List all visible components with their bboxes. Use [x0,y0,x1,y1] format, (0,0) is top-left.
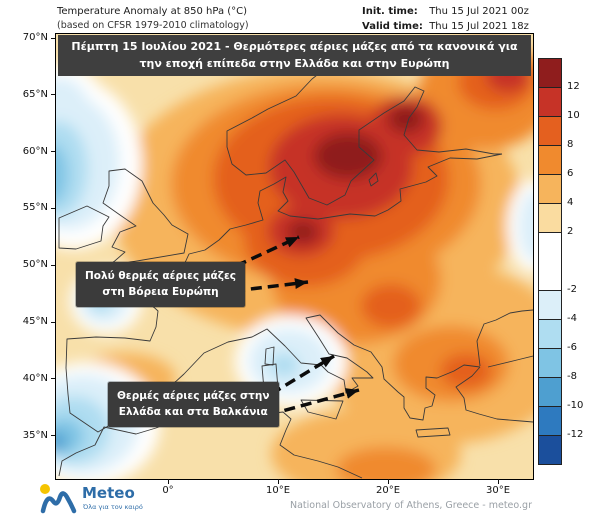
colorbar-segment [538,377,562,407]
lat-tick [51,94,56,96]
colorbar-label: 12 [567,81,580,92]
init-time-value: Thu 15 Jul 2021 00z [429,6,529,17]
product-header: Temperature Anomaly at 850 hPa (°C) (bas… [57,5,249,32]
headline-banner: Πέμπτη 15 Ιουλίου 2021 - Θερμότερες αέρι… [58,35,531,76]
colorbar-label: 10 [567,110,580,121]
meteo-brand-text: Meteo [82,484,135,502]
lat-label: 70°N [22,32,48,43]
lon-tick [277,479,279,484]
valid-time-label: Valid time: [362,20,423,32]
lon-label: 30°E [485,485,511,496]
colorbar-label: 6 [567,168,574,179]
lat-label: 50°N [22,259,48,271]
map-region: Πέμπτη 15 Ιουλίου 2021 - Θερμότερες αέρι… [55,33,534,480]
annotation-line: Θερμές αέριες μάζες στην [117,390,270,402]
lat-label: 40°N [22,372,48,384]
product-title: Temperature Anomaly at 850 hPa (°C) [57,6,248,17]
init-time-label: Init. time: [362,6,418,17]
lon-label: 20°E [375,485,401,496]
colorbar-segment [538,145,562,175]
colorbar-label: -6 [567,342,577,353]
lon-label: 10°E [265,485,291,496]
product-subtitle: (based on CFSR 1979-2010 climatology) [57,20,249,31]
lat-label: 65°N [22,88,48,100]
lat-tick [51,264,56,266]
annotation-line: Ελλάδα και στα Βαλκάνια [118,406,268,419]
colorbar-segment [538,435,562,465]
annotation-line: στη Βόρεια Ευρώπη [102,286,219,299]
colorbar-label: -4 [567,313,577,324]
lat-tick [51,151,56,153]
lon-tick [387,479,389,484]
valid-time-row: Valid time: Thu 15 Jul 2021 18z [362,20,529,35]
colorbar: 12 10 8 6 4 2 -2 -4 -6 -8 -10 -12 [538,58,596,478]
meteo-tagline: Όλα για τον καιρό [83,503,143,511]
arrow-balkans-2 [267,388,360,417]
lat-tick [51,37,56,39]
arrow-balkans-1 [270,354,335,396]
lon-tick [167,479,169,484]
colorbar-segment [538,232,562,291]
colorbar-segment [538,174,562,204]
colorbar-label: 8 [567,139,574,150]
colorbar-segment [538,116,562,146]
annotation-line: Πολύ θερμές αέριες μάζες [85,270,237,282]
colorbar-label: -8 [567,371,577,382]
flow-arrows [233,235,360,417]
lat-label: 55°N [22,202,48,214]
lon-tick [497,479,499,484]
arrow-north-europe-2 [233,278,309,293]
anomaly-field [56,39,533,479]
anomaly-map [56,34,533,479]
lat-label: 45°N [22,316,48,327]
colorbar-segment [538,87,562,117]
colorbar-segment [538,348,562,378]
credit-text: National Observatory of Athens, Greece -… [289,500,532,511]
colorbar-segment [538,406,562,436]
arrow-north-europe-1 [235,235,300,268]
lat-label: 60°N [22,145,48,157]
colorbar-label: -2 [567,284,577,295]
lat-tick [51,207,56,209]
colorbar-segment [538,203,562,233]
lon-axis: 0° 10°E 20°E 30°E [55,479,532,497]
meteo-logo-icon [40,484,77,514]
lon-label: 0° [162,485,174,496]
colorbar-label: -12 [567,429,584,440]
meteo-logo: Meteo Όλα για τον καιρό [38,478,168,520]
colorbar-segment [538,58,562,88]
lat-label: 35°N [22,429,48,441]
colorbar-label: 2 [567,226,574,237]
colorbar-segment [538,319,562,349]
colorbar-label: -10 [567,400,584,411]
lat-tick [51,435,56,437]
lat-tick [51,378,56,380]
colorbar-segment [538,290,562,320]
colorbar-label: 4 [567,197,574,208]
valid-time-value: Thu 15 Jul 2021 18z [429,20,529,32]
annotation-north-europe: Πολύ θερμές αέριες μάζες στη Βόρεια Ευρώ… [76,262,246,307]
run-times: Init. time: Thu 15 Jul 2021 00z Valid ti… [362,5,529,34]
lat-tick [51,321,56,323]
annotation-greece-balkans: Θερμές αέριες μάζες στην Ελλάδα και στα … [108,382,279,427]
init-time-row: Init. time: Thu 15 Jul 2021 00z [362,5,529,20]
lat-axis: 70°N 65°N 60°N 55°N 50°N 45°N 40°N 35°N [14,32,56,478]
